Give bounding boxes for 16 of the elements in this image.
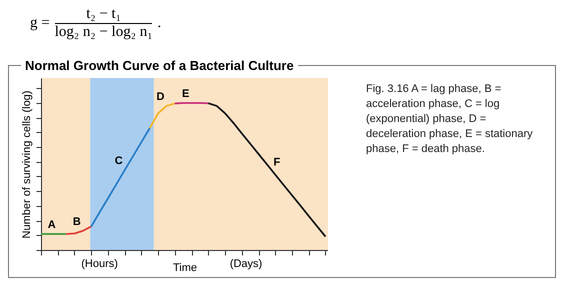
caption: Fig. 3.16 A = lag phase, B = acceleration phase, C = log (exponential) phase, D = deceleration phase, E = stationary phase, F = death phase. [366, 82, 534, 157]
chart-title: Normal Growth Curve of a Bacterial Culture [24, 58, 295, 73]
text: g = [30, 15, 50, 32]
text: t₂ − t₁ [54, 6, 152, 24]
text: . [157, 15, 162, 32]
series-label: E [182, 88, 190, 100]
series-label: C [114, 155, 123, 168]
text: log₂ n₂ − log₂ n₁ [54, 24, 152, 41]
series-label: B [72, 216, 81, 228]
series-label: F [274, 156, 281, 168]
series-label: D [156, 90, 165, 103]
y-axis-title: Number of surviving cells (log) [21, 90, 33, 238]
text: (Days) [230, 258, 262, 270]
text: (Hours) [81, 258, 118, 270]
series-label: A [48, 218, 56, 231]
x-axis-title: Time [172, 262, 198, 274]
